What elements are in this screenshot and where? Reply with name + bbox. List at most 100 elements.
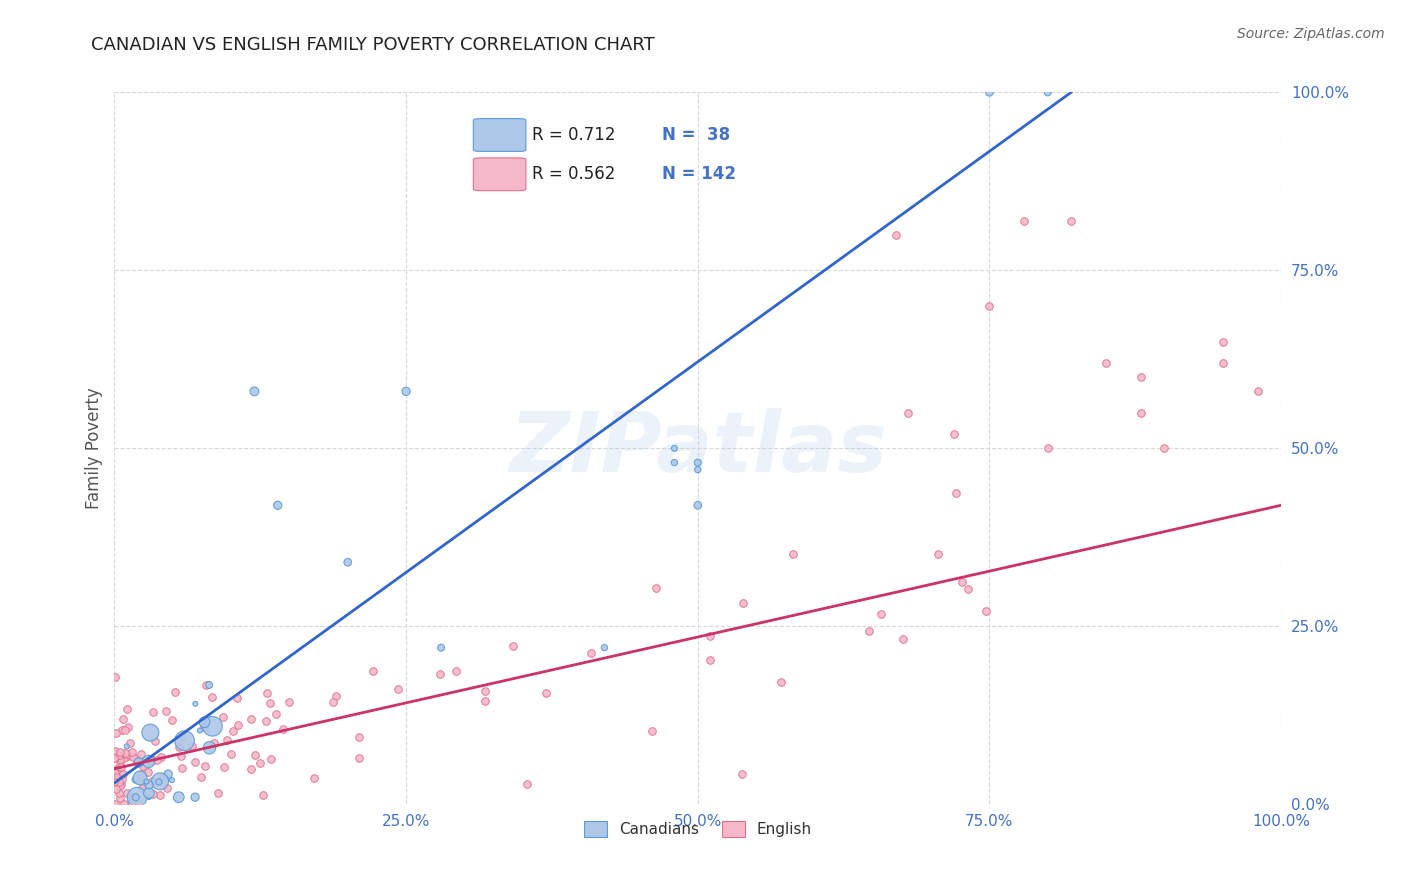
Point [108, 758, 131, 772]
Point [162, 713, 184, 727]
Point [395, 384, 418, 399]
Point [271, 722, 294, 736]
Point [201, 690, 224, 704]
Point [139, 725, 162, 739]
Point [136, 764, 159, 779]
Point [644, 581, 666, 595]
Point [444, 664, 467, 678]
Point [105, 781, 128, 796]
Text: Source: ZipAtlas.com: Source: ZipAtlas.com [1237, 27, 1385, 41]
Point [181, 739, 204, 754]
Point [1036, 442, 1059, 456]
Point [111, 772, 134, 786]
Point [138, 790, 160, 805]
Point [131, 780, 153, 795]
Point [1247, 384, 1270, 399]
Point [429, 667, 451, 681]
Point [1060, 213, 1083, 227]
Point [243, 748, 266, 763]
Point [240, 712, 263, 726]
Point [128, 797, 150, 812]
Point [474, 694, 496, 708]
Point [198, 740, 221, 755]
Point [125, 790, 148, 805]
Point [129, 771, 152, 785]
Point [387, 682, 409, 697]
Point [108, 747, 131, 762]
Point [108, 790, 131, 805]
Point [138, 778, 160, 792]
Point [170, 748, 193, 763]
Point [121, 750, 143, 764]
Point [957, 582, 980, 597]
Point [157, 767, 180, 781]
Point [979, 86, 1001, 100]
Point [103, 775, 125, 789]
Point [104, 764, 127, 779]
Point [111, 766, 134, 780]
Point [686, 456, 709, 470]
Point [259, 696, 281, 710]
Point [152, 770, 174, 784]
Point [105, 725, 128, 739]
Point [149, 789, 172, 803]
Point [870, 607, 893, 622]
Point [884, 227, 907, 242]
Point [132, 776, 155, 790]
Point [593, 640, 616, 655]
Point [104, 670, 127, 684]
Point [260, 752, 283, 766]
Point [128, 756, 150, 770]
Point [138, 786, 160, 800]
Point [322, 694, 344, 708]
Point [149, 774, 172, 789]
Point [173, 733, 195, 747]
Point [254, 714, 277, 728]
Point [1130, 406, 1153, 420]
Text: ZIPatlas: ZIPatlas [509, 408, 887, 489]
Point [202, 735, 225, 749]
Point [222, 723, 245, 738]
Point [156, 780, 179, 795]
Point [731, 596, 754, 610]
Point [1130, 370, 1153, 384]
Point [243, 384, 266, 399]
Point [184, 755, 207, 769]
Point [115, 786, 138, 800]
Point [110, 760, 132, 774]
Point [149, 750, 172, 764]
Point [686, 463, 709, 477]
Point [110, 777, 132, 791]
Point [325, 689, 347, 703]
Point [770, 675, 793, 690]
Point [104, 744, 127, 758]
Point [664, 456, 686, 470]
Point [117, 702, 139, 716]
Point [135, 774, 157, 789]
Point [193, 721, 215, 735]
Point [198, 678, 221, 692]
Point [184, 790, 207, 805]
Point [979, 299, 1001, 313]
Point [641, 724, 664, 739]
Point [129, 747, 152, 761]
Point [124, 797, 146, 812]
Point [112, 797, 135, 812]
Point [1212, 356, 1234, 370]
Text: CANADIAN VS ENGLISH FAMILY POVERTY CORRELATION CHART: CANADIAN VS ENGLISH FAMILY POVERTY CORRE… [91, 36, 655, 54]
Point [104, 766, 127, 780]
Point [142, 787, 165, 801]
Point [110, 723, 132, 737]
Point [219, 747, 242, 761]
Point [194, 758, 217, 772]
Point [105, 770, 128, 784]
Point [112, 712, 135, 726]
Point [891, 632, 914, 647]
Point [974, 604, 997, 618]
Point [104, 797, 127, 812]
Point [264, 706, 287, 721]
Point [225, 691, 247, 706]
Point [226, 718, 249, 732]
Point [163, 685, 186, 699]
Point [361, 664, 384, 678]
